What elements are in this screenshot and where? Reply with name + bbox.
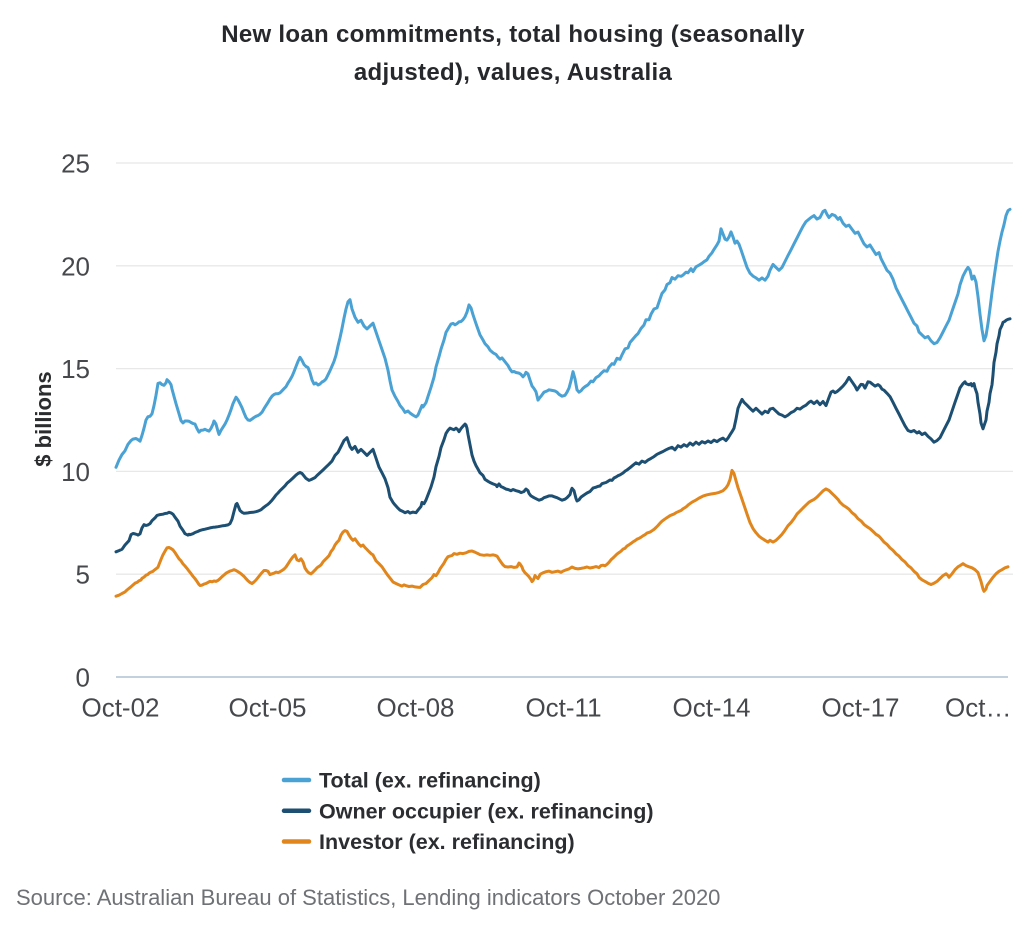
svg-text:Oct-05: Oct-05 bbox=[228, 693, 306, 723]
svg-text:20: 20 bbox=[61, 251, 90, 281]
svg-text:Oct-17: Oct-17 bbox=[821, 693, 899, 723]
svg-text:Oct-02: Oct-02 bbox=[81, 693, 159, 723]
svg-text:5: 5 bbox=[76, 560, 90, 590]
svg-text:0: 0 bbox=[76, 663, 90, 693]
svg-text:adjusted), values, Australia: adjusted), values, Australia bbox=[354, 59, 673, 86]
svg-text:$ billions: $ billions bbox=[31, 371, 56, 466]
svg-text:Oct-08: Oct-08 bbox=[376, 693, 454, 723]
svg-text:New loan commitments, total ho: New loan commitments, total housing (sea… bbox=[221, 21, 805, 48]
svg-text:Oct-14: Oct-14 bbox=[672, 693, 750, 723]
svg-text:Oct…: Oct… bbox=[945, 693, 1011, 723]
svg-text:Oct-11: Oct-11 bbox=[525, 693, 601, 723]
svg-text:Investor (ex. refinancing): Investor (ex. refinancing) bbox=[319, 830, 575, 854]
svg-text:25: 25 bbox=[61, 149, 90, 179]
svg-text:Owner occupier (ex. refinancin: Owner occupier (ex. refinancing) bbox=[319, 799, 654, 823]
svg-text:15: 15 bbox=[61, 354, 90, 384]
svg-text:Source: Australian Bureau of S: Source: Australian Bureau of Statistics,… bbox=[16, 885, 720, 910]
svg-text:Total (ex. refinancing): Total (ex. refinancing) bbox=[319, 769, 541, 793]
svg-text:10: 10 bbox=[61, 457, 90, 487]
